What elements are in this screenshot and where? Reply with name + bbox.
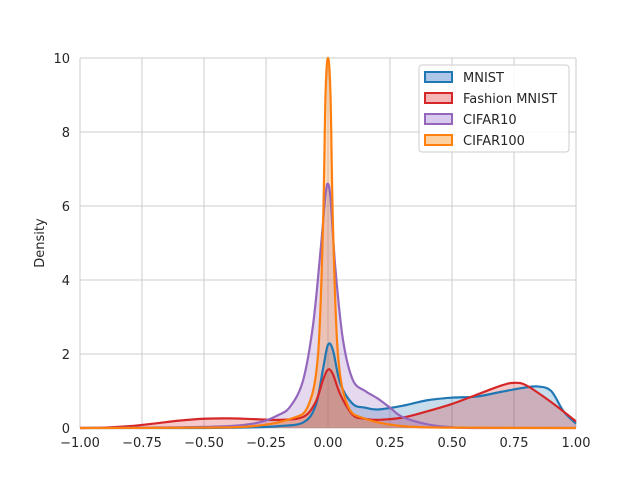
cifar10-area	[80, 183, 576, 428]
x-tick-label: 0.00	[314, 436, 343, 451]
legend-box	[418, 64, 570, 153]
cifar100-area	[80, 58, 576, 428]
x-tick-label: −0.50	[184, 436, 224, 451]
legend-label-cifar100: CIFAR100	[463, 134, 525, 149]
legend-label-fashion-mnist: Fashion MNIST	[463, 92, 557, 107]
fashion-mnist-line	[79, 368, 577, 430]
y-tick-label: 0	[62, 422, 70, 437]
legend-swatch-fashion-mnist	[424, 92, 453, 104]
legend-label-mnist: MNIST	[463, 71, 504, 86]
fashion-mnist-area	[80, 369, 576, 428]
x-tick-label: 1.00	[562, 436, 591, 451]
x-tick-label: −0.75	[122, 436, 162, 451]
y-tick-label: 4	[62, 274, 70, 289]
density-areas	[80, 58, 576, 428]
y-axis-ticks: 0 2 4 6 8 10	[53, 52, 70, 437]
x-tick-label: 0.25	[376, 436, 405, 451]
x-tick-label: 0.75	[500, 436, 529, 451]
x-tick-label: −0.25	[246, 436, 286, 451]
y-tick-label: 2	[62, 348, 70, 363]
legend-swatch-mnist	[424, 71, 453, 83]
x-tick-label: −1.00	[60, 436, 100, 451]
y-tick-label: 8	[62, 126, 70, 141]
cifar100-line	[79, 56, 577, 430]
legend-swatch-cifar10	[424, 113, 453, 125]
mnist-area	[80, 343, 576, 428]
y-axis-label: Density	[33, 218, 48, 268]
legend: MNIST Fashion MNIST CIFAR10 CIFAR100	[418, 64, 570, 153]
legend-label-cifar10: CIFAR10	[463, 113, 517, 128]
y-tick-label: 6	[62, 200, 70, 215]
x-axis-ticks: −1.00 −0.75 −0.50 −0.25 0.00 0.25 0.50 0.75 1.00	[60, 436, 590, 451]
density-lines	[79, 56, 577, 430]
y-tick-label: 10	[53, 52, 70, 67]
x-tick-label: 0.50	[438, 436, 467, 451]
legend-swatch-cifar100	[424, 134, 453, 146]
